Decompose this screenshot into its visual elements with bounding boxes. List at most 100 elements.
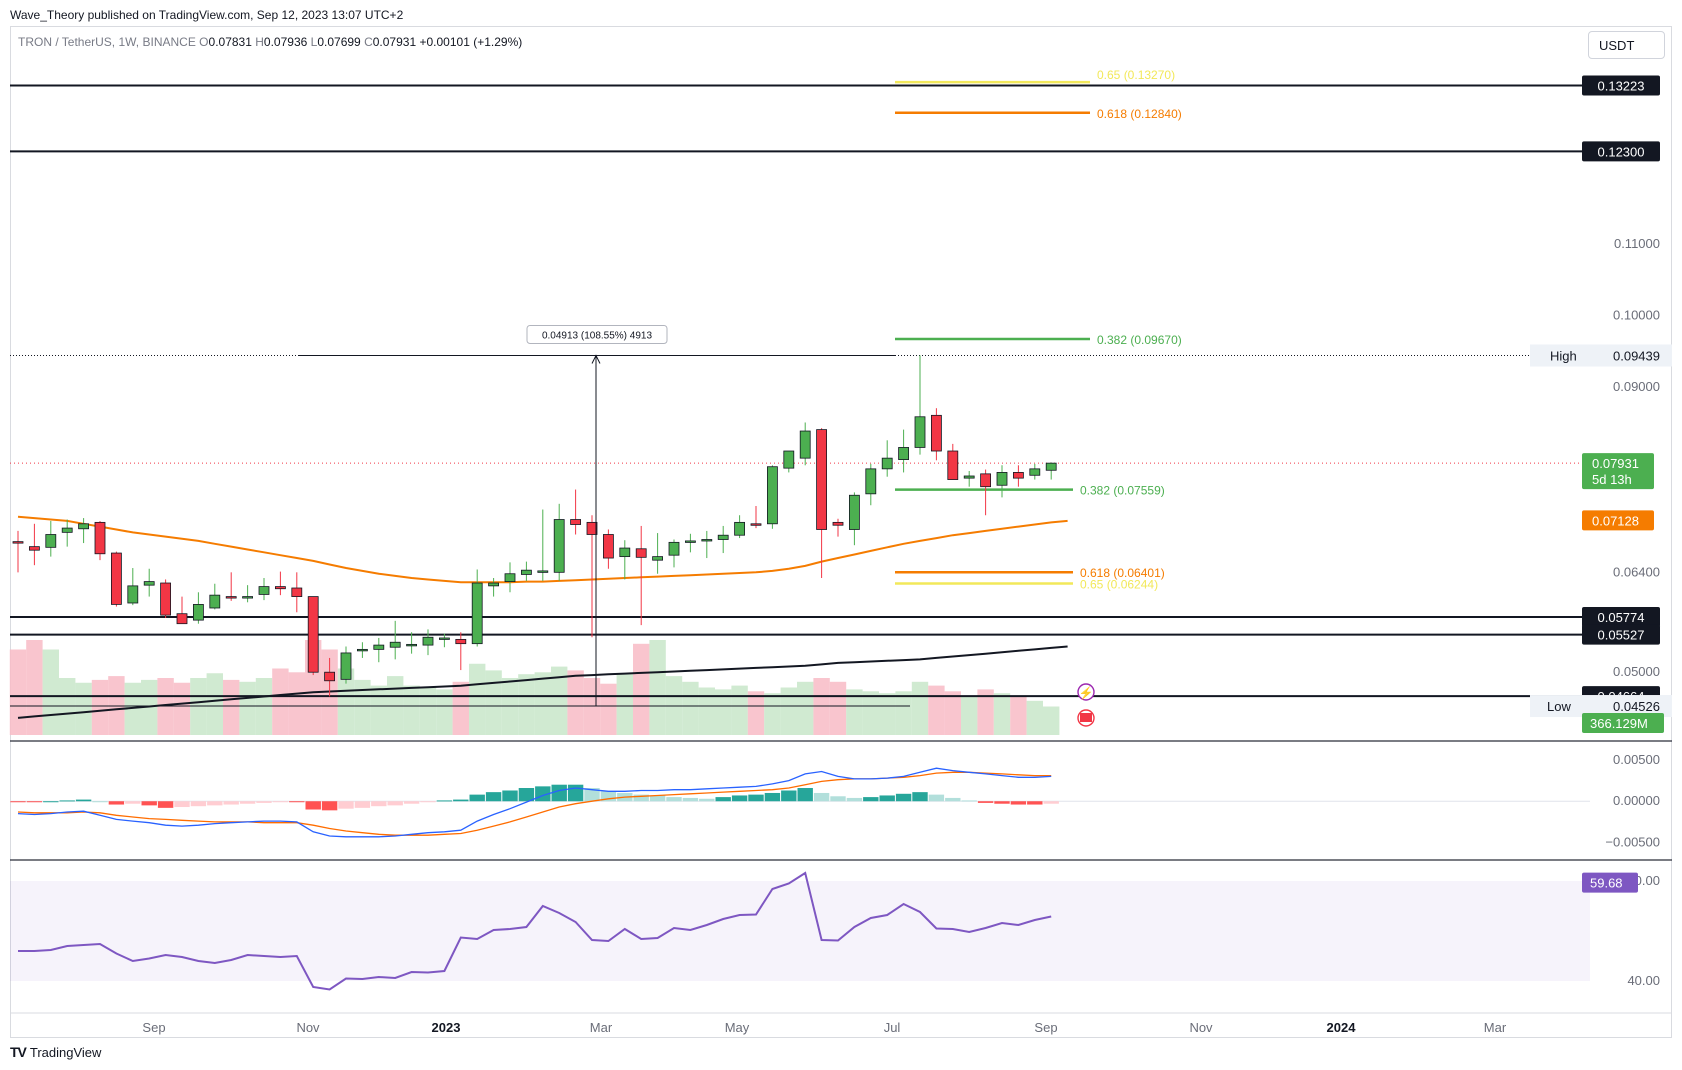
- candle-body: [127, 585, 139, 604]
- candle-body: [422, 636, 434, 646]
- volume-bar: [91, 679, 109, 735]
- macd-tick-label: −0.00500: [1605, 835, 1660, 850]
- volume-bar: [1026, 700, 1043, 735]
- macd-histogram-bar: [469, 794, 485, 802]
- last-price-tag: [1582, 453, 1654, 490]
- rsi-tick-label: 40.00: [1627, 973, 1660, 988]
- candle-body: [192, 604, 204, 621]
- high-label: High: [1550, 348, 1577, 363]
- candle-body: [12, 541, 24, 544]
- lightning-glyph-icon: ⚡: [1079, 686, 1094, 700]
- lightning-icon: [1077, 683, 1095, 701]
- candle-body: [324, 671, 336, 682]
- low-tag: [1530, 695, 1672, 718]
- candle-body: [750, 523, 762, 526]
- publish-info: Wave_Theory published on TradingView.com…: [10, 8, 404, 22]
- price-tick-label: 0.06400: [1613, 564, 1660, 579]
- measure-box: [526, 324, 668, 344]
- macd-histogram-bar: [813, 792, 830, 802]
- time-tick-label: 2023: [432, 1020, 461, 1035]
- macd-histogram-bar: [584, 788, 600, 802]
- candle-body: [553, 519, 565, 573]
- candle-body: [947, 450, 959, 480]
- volume-bar: [829, 681, 847, 735]
- volume-bar: [600, 683, 617, 735]
- volume-bar: [206, 673, 223, 735]
- us-flag-stripes-icon: [1080, 713, 1092, 722]
- close-value: 0.07931: [372, 35, 417, 49]
- candle-body: [406, 643, 418, 647]
- macd-histogram-bar: [518, 788, 535, 802]
- level-price-label: 0.13223: [1598, 78, 1645, 93]
- candle-body: [94, 521, 106, 555]
- macd-histogram-bar: [764, 792, 781, 802]
- volume-bar: [764, 693, 781, 735]
- high-label: H: [255, 35, 264, 49]
- macd-tick-label: 0.00500: [1613, 752, 1660, 767]
- level-price-tag: [1582, 624, 1660, 645]
- volume-bar: [633, 643, 650, 735]
- fib-label: 0.382 (0.09670): [1097, 333, 1182, 347]
- macd-histogram-bar: [43, 801, 59, 803]
- volume-bar: [961, 697, 978, 735]
- low-value: 0.07699: [317, 35, 361, 49]
- candle-body: [898, 447, 909, 460]
- candle-body: [537, 570, 549, 573]
- macd-histogram-bar: [846, 797, 863, 802]
- change-value: +0.00101 (+1.29%): [419, 35, 523, 49]
- rsi-line: [18, 871, 1052, 991]
- time-tick-label: Mar: [1484, 1020, 1507, 1035]
- time-tick-label: Sep: [142, 1020, 165, 1035]
- macd-histogram-bar: [600, 791, 617, 802]
- macd-histogram-bar: [305, 801, 321, 810]
- candle-body: [570, 519, 581, 525]
- volume-bar: [911, 681, 929, 735]
- volume-bar: [239, 681, 256, 735]
- candle-body: [816, 429, 827, 530]
- volume-bar: [682, 681, 699, 735]
- rsi-value-tag: [1582, 872, 1638, 893]
- candle-body: [914, 416, 926, 448]
- candle-body: [488, 582, 500, 587]
- candle-body: [799, 430, 811, 459]
- candle-body: [291, 587, 303, 597]
- macd-histogram-bar: [321, 801, 338, 811]
- volume-bar: [42, 649, 59, 735]
- volume-bar: [616, 674, 633, 735]
- volume-bar: [780, 687, 797, 735]
- candle-body: [504, 573, 516, 582]
- candle-body: [61, 527, 73, 533]
- macd-histogram-bar: [92, 801, 108, 803]
- level-price-label: 0.12300: [1598, 144, 1645, 159]
- macd-histogram-bar: [453, 799, 469, 802]
- candle-body: [389, 641, 401, 648]
- volume-bar: [288, 672, 305, 735]
- candle-body: [1045, 462, 1057, 471]
- candle-body: [274, 586, 286, 590]
- macd-histogram-bar: [1043, 801, 1059, 804]
- candle-body: [307, 596, 319, 673]
- volume-bar: [797, 681, 814, 735]
- macd-tick-label: 0.00000: [1613, 793, 1660, 808]
- volume-bar: [567, 670, 584, 735]
- candle-body: [160, 582, 172, 616]
- volume-bar: [977, 689, 994, 735]
- volume-bar: [879, 693, 896, 735]
- currency-selector[interactable]: USDT: [1588, 31, 1665, 59]
- macd-histogram-bar: [567, 784, 584, 802]
- volume-bar: [1043, 706, 1060, 735]
- low-label: Low: [1547, 699, 1571, 714]
- open-label: O: [199, 35, 209, 49]
- macd-histogram-bar: [174, 801, 190, 808]
- ema50-price-label: 0.07128: [1592, 513, 1639, 528]
- ema200-line: [17, 645, 1068, 719]
- level-price-tag: [1582, 75, 1660, 96]
- macd-histogram-bar: [945, 797, 961, 802]
- candle-body: [586, 521, 598, 535]
- fib-label: 0.65 (0.13270): [1097, 68, 1175, 82]
- macd-histogram-bar: [436, 800, 453, 802]
- macd-histogram-bar: [485, 792, 502, 802]
- volume-bar: [698, 687, 715, 735]
- candle-body: [521, 569, 532, 575]
